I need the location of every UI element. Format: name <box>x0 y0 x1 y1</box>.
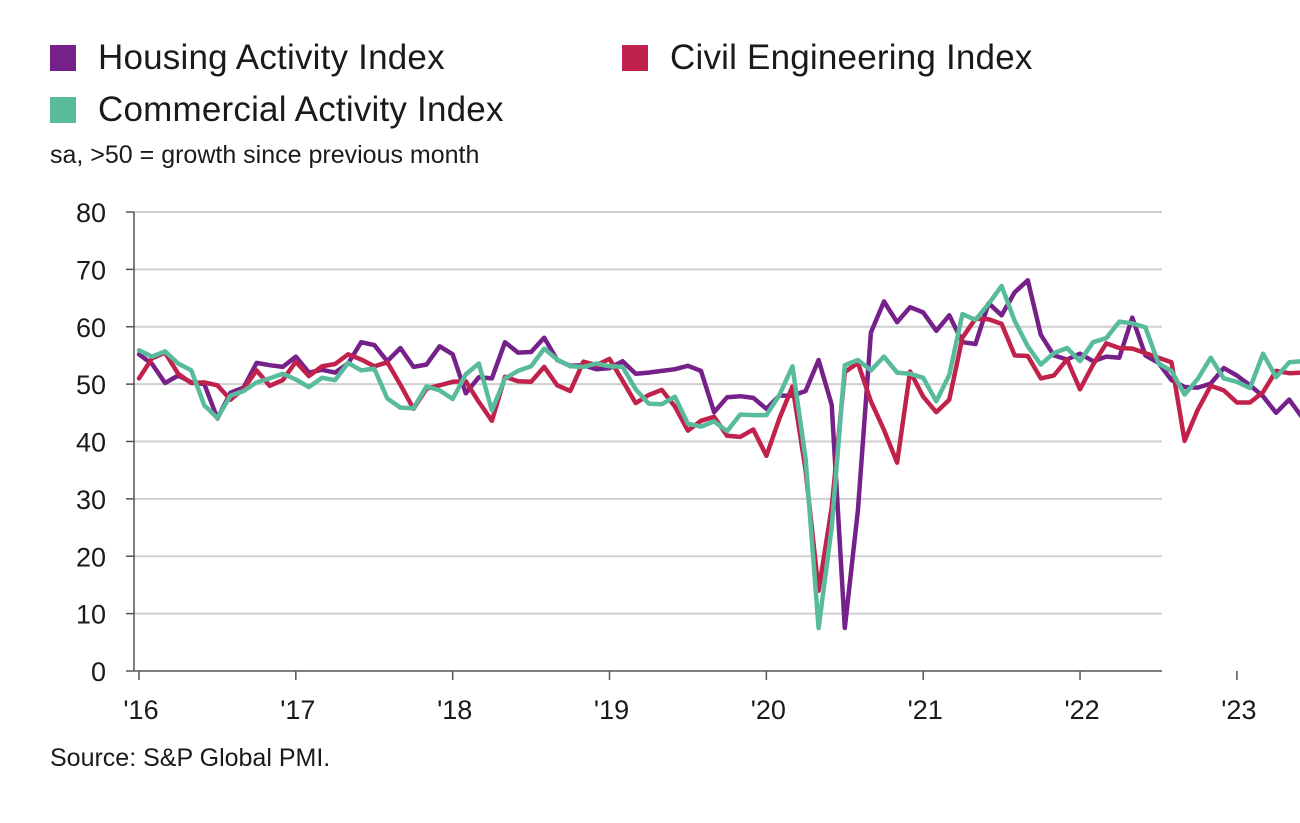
x-tick-label-20: '20 <box>751 695 786 725</box>
y-tick-label-50: 50 <box>76 370 106 400</box>
x-tick-label-23: '23 <box>1221 695 1256 725</box>
y-tick-label-30: 30 <box>76 485 106 515</box>
x-tick-label-21: '21 <box>908 695 943 725</box>
x-tick-label-16: '16 <box>123 695 158 725</box>
source-note: Source: S&P Global PMI. <box>50 744 331 772</box>
y-tick-label-10: 10 <box>76 600 106 630</box>
x-tick-label-18: '18 <box>437 695 472 725</box>
series-line-civil-engineering-index <box>136 316 1300 593</box>
x-tick-label-17: '17 <box>280 695 315 725</box>
legend-item-civil: Civil Engineering Index <box>622 38 1033 78</box>
legend-swatch-commercial <box>50 97 76 123</box>
x-tick-label-19: '19 <box>594 695 629 725</box>
legend-swatch-civil <box>622 45 648 71</box>
y-tick-label-60: 60 <box>76 313 106 343</box>
series-line-commercial-activity-index <box>136 283 1300 631</box>
legend-label-housing: Housing Activity Index <box>98 38 445 77</box>
x-tick-label-22: '22 <box>1064 695 1099 725</box>
legend-label-commercial: Commercial Activity Index <box>98 90 504 129</box>
y-tick-label-70: 70 <box>76 255 106 285</box>
y-tick-label-40: 40 <box>76 428 106 458</box>
series-line-housing-activity-index <box>136 278 1300 631</box>
y-tick-label-80: 80 <box>76 198 106 228</box>
y-tick-label-20: 20 <box>76 542 106 572</box>
legend-swatch-housing <box>50 45 76 71</box>
legend-item-commercial: Commercial Activity Index <box>50 90 504 130</box>
legend-item-housing: Housing Activity Index <box>50 38 445 78</box>
y-tick-label-0: 0 <box>91 657 106 687</box>
legend-label-civil: Civil Engineering Index <box>670 38 1033 77</box>
chart-subtitle: sa, >50 = growth since previous month <box>50 141 480 169</box>
